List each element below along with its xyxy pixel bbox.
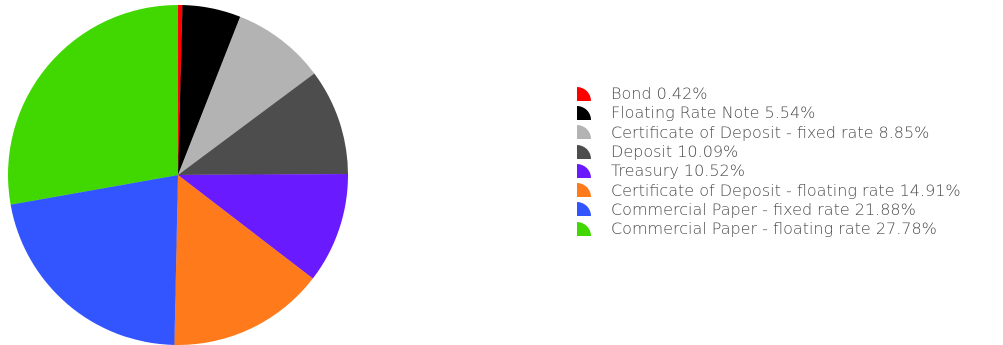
legend-swatch-shape <box>577 221 591 236</box>
legend-swatch <box>577 144 591 159</box>
pie-slice-2 <box>178 5 241 175</box>
legend-label: Commercial Paper - floating rate 27.78% <box>611 219 937 239</box>
legend-swatch <box>577 202 591 217</box>
legend-label: Commercial Paper - fixed rate 21.88% <box>611 199 916 219</box>
legend-swatch-shape <box>577 125 591 140</box>
legend-swatch <box>577 163 591 178</box>
legend-label: Certificate of Deposit - floating rate 1… <box>611 180 961 200</box>
legend-swatch-shape <box>577 86 591 101</box>
legend-item: Treasury 10.52% <box>575 161 1003 180</box>
pie-slice-1 <box>178 5 183 175</box>
legend-swatch <box>577 125 591 140</box>
legend-swatch-shape <box>577 105 591 120</box>
pie-slice-8 <box>7 5 178 205</box>
legend-item: Commercial Paper - fixed rate 21.88% <box>575 200 1003 219</box>
legend-item: Commercial Paper - floating rate 27.78% <box>575 219 1003 238</box>
legend-item: Deposit 10.09% <box>575 142 1003 161</box>
legend: Bond 0.42% Floating Rate Note 5.54% Certif… <box>575 84 1003 238</box>
legend-item: Certificate of Deposit - floating rate 1… <box>575 180 1003 200</box>
legend-item: Certificate of Deposit - fixed rate 8.85… <box>575 123 1003 142</box>
legend-swatch-shape <box>577 163 591 178</box>
legend-swatch-shape <box>577 144 591 159</box>
legend-item: Floating Rate Note 5.54% <box>575 103 1003 122</box>
legend-label: Floating Rate Note 5.54% <box>611 103 816 123</box>
pie-slice-5 <box>178 173 348 279</box>
legend-item: Bond 0.42% <box>575 84 1003 103</box>
legend-label: Deposit 10.09% <box>611 142 739 162</box>
legend-swatch-shape <box>577 183 591 198</box>
legend-swatch <box>577 183 591 198</box>
legend-label: Treasury 10.52% <box>611 161 745 181</box>
legend-swatch <box>577 105 591 120</box>
legend-swatch <box>577 221 591 236</box>
pie-slice-4 <box>178 73 348 175</box>
legend-label: Certificate of Deposit - fixed rate 8.85… <box>611 122 930 142</box>
legend-swatch-shape <box>577 202 591 217</box>
pie-slice-3 <box>178 16 315 176</box>
legend-swatch <box>577 86 591 101</box>
pie-slice-6 <box>174 175 313 345</box>
pie-chart-svg <box>7 5 348 345</box>
legend-label: Bond 0.42% <box>611 84 708 104</box>
pie-slice-7 <box>10 175 178 345</box>
